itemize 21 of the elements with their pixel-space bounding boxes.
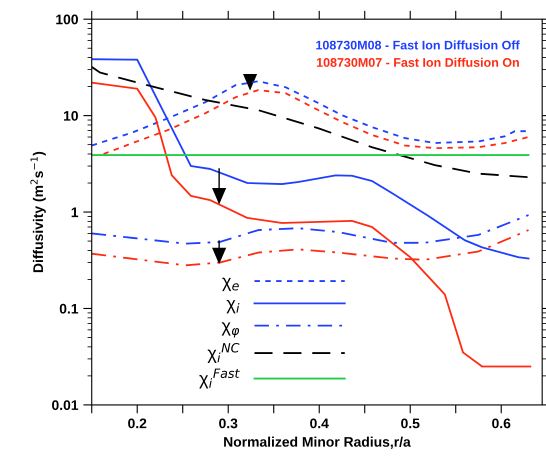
y-tick-label: 0.1 <box>60 304 78 314</box>
legend-label: χ$_{i}$$^{NC}$ <box>208 342 240 363</box>
annotation: 108730M08 - Fast Ion Diffusion Off <box>316 40 520 50</box>
x-axis-title: Normalized Minor Radius,r/a <box>224 436 411 449</box>
annotation: 108730M07 - Fast Ion Diffusion On <box>316 58 519 67</box>
line-series <box>92 58 530 260</box>
y-tick-label: 1 <box>72 208 78 218</box>
legend-label: χ$_{i}$ <box>226 300 240 314</box>
y-axis-title: Diffusivity (m$^{2}$s$^{−1}$) <box>30 152 46 272</box>
legend-label: χ$_{i}$$^{Fast}$ <box>199 368 240 388</box>
x-tick-label: 0.5 <box>401 418 420 428</box>
x-tick-label: 0.2 <box>128 418 146 428</box>
x-tick-label: 0.4 <box>310 418 329 428</box>
y-tick-label: 100 <box>56 14 78 24</box>
x-tick-label: 0.3 <box>219 418 238 428</box>
x-tick-label: 0.6 <box>492 418 510 428</box>
line-series <box>92 82 532 368</box>
y-tick-label: 10 <box>64 110 78 121</box>
y-tick-label: 0.01 <box>52 400 78 410</box>
legend-label: χ$_{φ}$ <box>222 322 240 338</box>
legend-label: χ$_{e}$ <box>222 278 239 292</box>
